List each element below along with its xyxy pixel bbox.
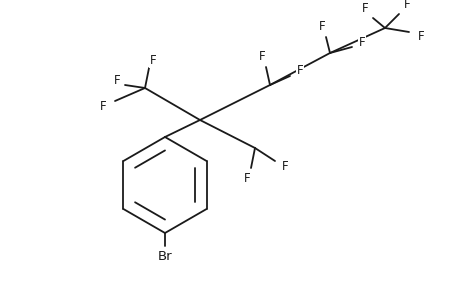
Text: F: F <box>281 160 288 172</box>
Text: Br: Br <box>157 250 172 262</box>
Text: F: F <box>243 172 250 184</box>
Text: F: F <box>113 74 120 86</box>
Text: F: F <box>403 0 409 11</box>
Text: F: F <box>358 37 364 50</box>
Text: F: F <box>100 100 106 112</box>
Text: F: F <box>361 2 368 14</box>
Text: F: F <box>417 29 423 43</box>
Text: F: F <box>149 53 156 67</box>
Text: F: F <box>318 20 325 34</box>
Text: F: F <box>296 64 302 77</box>
Text: F: F <box>258 50 265 64</box>
